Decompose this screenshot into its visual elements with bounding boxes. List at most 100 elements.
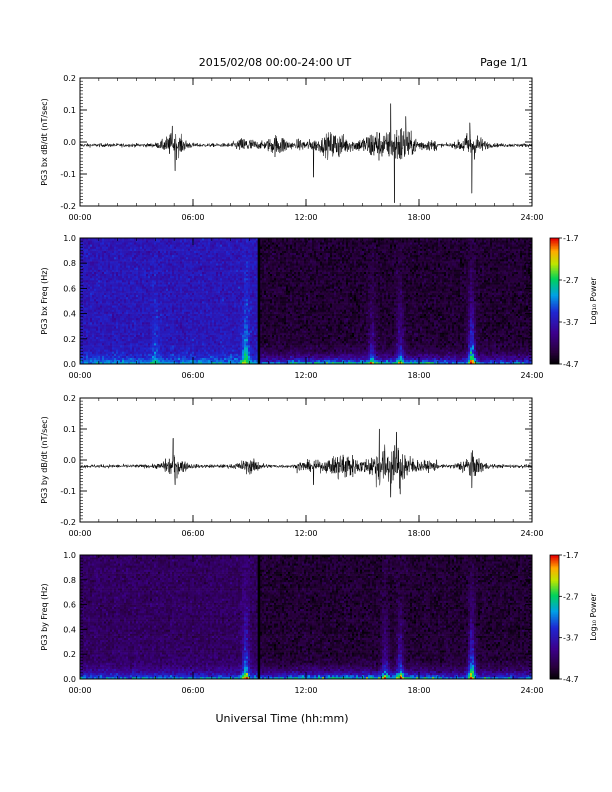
- spectrogram-cell: [146, 277, 149, 281]
- spectrogram-cell: [120, 261, 123, 264]
- spectrogram-cell: [150, 238, 153, 241]
- spectrogram-cell: [128, 275, 131, 279]
- spectrogram-cell: [184, 338, 187, 342]
- spectrogram-cell: [86, 351, 89, 354]
- spectrogram-cell: [176, 311, 179, 314]
- spectrogram-cell: [202, 349, 205, 352]
- spectrogram-cell: [114, 248, 117, 251]
- spectrogram-cell: [206, 288, 209, 291]
- spectrogram-cell: [110, 330, 113, 333]
- spectrogram-cell: [174, 317, 177, 321]
- spectrogram-cell: [128, 261, 131, 264]
- spectrogram-cell: [188, 261, 191, 264]
- spectrogram-cell: [128, 301, 131, 304]
- spectrogram-cell: [224, 248, 227, 251]
- spectrogram-cell: [198, 284, 201, 287]
- spectrogram-cell: [144, 347, 147, 350]
- spectrogram-cell: [100, 261, 103, 264]
- spectrogram-cell: [80, 261, 83, 264]
- spectrogram-cell: [132, 322, 135, 325]
- spectrogram-cell: [130, 269, 133, 272]
- spectrogram-cell: [214, 305, 217, 308]
- spectrogram-cell: [232, 353, 235, 356]
- spectrogram-cell: [156, 315, 159, 319]
- spectrogram-cell: [116, 294, 119, 298]
- spectrogram-cell: [178, 275, 181, 279]
- spectrogram-cell: [106, 313, 109, 316]
- spectrogram-cell: [190, 250, 193, 253]
- spectrogram-cell: [144, 309, 147, 312]
- spectrogram-cell: [110, 267, 113, 270]
- spectrogram-cell: [144, 313, 147, 316]
- spectrogram-cell: [102, 322, 105, 325]
- spectrogram-cell: [236, 259, 239, 262]
- spectrogram-cell: [112, 288, 115, 291]
- spectrogram-cell: [206, 275, 209, 279]
- spectrogram-cell: [138, 238, 141, 241]
- spectrogram-cell: [210, 340, 213, 344]
- spectrogram-cell: [200, 311, 203, 314]
- spectrogram-cell: [148, 277, 151, 281]
- spectrogram-cell: [204, 284, 207, 287]
- spectrogram-cell: [230, 263, 233, 266]
- spectrogram-cell: [188, 326, 191, 329]
- spectrogram-cell: [224, 357, 227, 361]
- spectrogram-cell: [240, 322, 243, 325]
- spectrogram-cell: [162, 288, 165, 291]
- spectrogram-cell: [156, 290, 159, 293]
- spectrogram-cell: [158, 351, 161, 354]
- spectrogram-cell: [124, 271, 127, 274]
- spectrogram-cell: [172, 313, 175, 316]
- spectrogram-cell: [112, 273, 115, 277]
- spectrogram-cell: [138, 269, 141, 272]
- spectrogram-cell: [164, 288, 167, 291]
- spectrogram-cell: [180, 340, 183, 344]
- spectrogram-cell: [232, 261, 235, 264]
- spectrogram-cell: [210, 248, 213, 251]
- spectrogram-cell: [132, 265, 135, 268]
- spectrogram-cell: [108, 338, 111, 342]
- spectrogram-cell: [218, 246, 221, 249]
- spectrogram-cell: [234, 250, 237, 253]
- spectrogram-cell: [200, 359, 203, 363]
- spectrogram-cell: [130, 319, 133, 323]
- spectrogram-cell: [204, 267, 207, 270]
- spectrogram-cell: [188, 254, 191, 258]
- spectrogram-cell: [168, 261, 171, 264]
- spectrogram-cell: [180, 248, 183, 251]
- spectrogram-cell: [154, 261, 157, 264]
- spectrogram-cell: [102, 328, 105, 331]
- spectrogram-cell: [214, 332, 217, 335]
- spectrogram-cell: [210, 328, 213, 331]
- spectrogram-cell: [144, 307, 147, 310]
- spectrogram-cell: [218, 263, 221, 266]
- spectrogram-cell: [172, 311, 175, 314]
- spectrogram-cell: [126, 343, 129, 346]
- spectrogram-cell: [236, 334, 239, 337]
- spectrogram-cell: [138, 361, 141, 365]
- spectrogram-cell: [86, 324, 89, 327]
- spectrogram-cell: [232, 330, 235, 333]
- spectrogram-cell: [238, 355, 241, 358]
- spectrogram-cell: [164, 294, 167, 298]
- spectrogram-cell: [142, 282, 145, 285]
- spectrogram-cell: [162, 313, 165, 316]
- spectrogram-cell: [88, 265, 91, 268]
- spectrogram-cell: [94, 265, 97, 268]
- spectrogram-cell: [174, 357, 177, 361]
- spectrogram-cell: [82, 261, 85, 264]
- spectrogram-cell: [166, 288, 169, 291]
- spectrogram-cell: [170, 271, 173, 274]
- spectrogram-cell: [232, 259, 235, 262]
- spectrogram-cell: [234, 340, 237, 344]
- spectrogram-cell: [208, 332, 211, 335]
- spectrogram-cell: [126, 294, 129, 298]
- spectrogram-cell: [110, 311, 113, 314]
- spectrogram-cell: [80, 332, 83, 335]
- spectrogram-cell: [234, 317, 237, 321]
- spectrogram-cell: [198, 322, 201, 325]
- spectrogram-cell: [174, 269, 177, 272]
- spectrogram-cell: [188, 280, 191, 283]
- spectrogram-cell: [150, 313, 153, 316]
- spectrogram-cell: [222, 351, 225, 354]
